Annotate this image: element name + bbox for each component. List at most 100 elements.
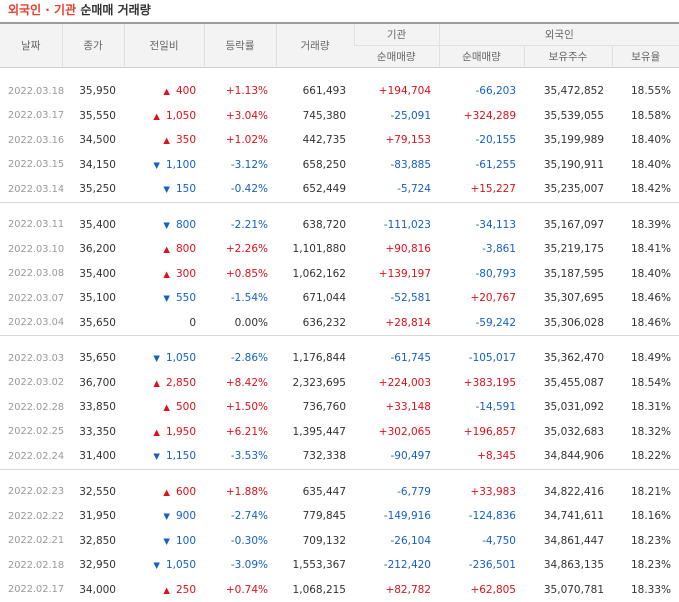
header-change: 전일비 — [124, 23, 204, 68]
cell-foreign-net: -80,793 — [439, 262, 524, 287]
cell-rate: 0.00% — [204, 311, 276, 336]
cell-close: 36,700 — [62, 371, 124, 396]
cell-inst-net: +302,065 — [354, 420, 439, 445]
cell-change: 100 — [124, 529, 204, 554]
cell-inst-net: -52,581 — [354, 286, 439, 311]
cell-foreign-ratio: 18.23% — [612, 529, 679, 554]
cell-volume: 635,447 — [276, 480, 354, 505]
table-row: 2022.03.0735,100550-1.54%671,044-52,581+… — [0, 286, 679, 311]
table-row: 2022.02.1734,000250+0.74%1,068,215+82,78… — [0, 578, 679, 602]
cell-rate: -2.74% — [204, 504, 276, 529]
cell-foreign-ratio: 18.32% — [612, 420, 679, 445]
separator-cell — [0, 469, 679, 480]
cell-foreign-holdings: 35,539,055 — [524, 104, 612, 129]
cell-foreign-ratio: 18.16% — [612, 504, 679, 529]
separator-cell — [0, 202, 679, 213]
cell-date: 2022.03.07 — [0, 286, 62, 311]
cell-change: 250 — [124, 578, 204, 602]
cell-date: 2022.03.14 — [0, 177, 62, 202]
cell-change: 150 — [124, 177, 204, 202]
cell-foreign-holdings: 35,187,595 — [524, 262, 612, 287]
cell-volume: 1,101,880 — [276, 237, 354, 262]
cell-foreign-net: +383,195 — [439, 371, 524, 396]
cell-foreign-holdings: 34,822,416 — [524, 480, 612, 505]
cell-foreign-net: +324,289 — [439, 104, 524, 129]
cell-foreign-net: -61,255 — [439, 153, 524, 178]
cell-change: 800 — [124, 237, 204, 262]
cell-close: 36,200 — [62, 237, 124, 262]
cell-foreign-ratio: 18.54% — [612, 371, 679, 396]
cell-foreign-holdings: 35,455,087 — [524, 371, 612, 396]
cell-inst-net: -212,420 — [354, 553, 439, 578]
cell-foreign-net: -3,861 — [439, 237, 524, 262]
cell-foreign-ratio: 18.40% — [612, 262, 679, 287]
cell-change: 800 — [124, 213, 204, 238]
table-row: 2022.03.1634,500350+1.02%442,735+79,153-… — [0, 128, 679, 153]
cell-inst-net: -25,091 — [354, 104, 439, 129]
cell-volume: 658,250 — [276, 153, 354, 178]
cell-change: 550 — [124, 286, 204, 311]
cell-inst-net: +90,816 — [354, 237, 439, 262]
cell-foreign-holdings: 35,219,175 — [524, 237, 612, 262]
cell-foreign-holdings: 35,199,989 — [524, 128, 612, 153]
cell-close: 31,950 — [62, 504, 124, 529]
cell-inst-net: -26,104 — [354, 529, 439, 554]
cell-foreign-holdings: 35,070,781 — [524, 578, 612, 602]
cell-foreign-net: +62,805 — [439, 578, 524, 602]
table-row: 2022.03.1835,950400+1.13%661,493+194,704… — [0, 79, 679, 104]
table-row: 2022.03.1735,5501,050+3.04%745,380-25,09… — [0, 104, 679, 129]
header-date: 날짜 — [0, 23, 62, 68]
cell-volume: 745,380 — [276, 104, 354, 129]
cell-date: 2022.03.10 — [0, 237, 62, 262]
cell-foreign-net: -4,750 — [439, 529, 524, 554]
cell-close: 35,250 — [62, 177, 124, 202]
table-row: 2022.03.0835,400300+0.85%1,062,162+139,1… — [0, 262, 679, 287]
cell-rate: -1.54% — [204, 286, 276, 311]
cell-inst-net: -83,885 — [354, 153, 439, 178]
header-volume: 거래량 — [276, 23, 354, 68]
cell-volume: 636,232 — [276, 311, 354, 336]
cell-foreign-net: -105,017 — [439, 346, 524, 371]
cell-volume: 2,323,695 — [276, 371, 354, 396]
cell-foreign-holdings: 34,741,611 — [524, 504, 612, 529]
cell-volume: 638,720 — [276, 213, 354, 238]
group-separator — [0, 336, 679, 347]
table-row: 2022.03.1435,250150-0.42%652,449-5,724+1… — [0, 177, 679, 202]
cell-rate: -3.12% — [204, 153, 276, 178]
cell-change: 1,100 — [124, 153, 204, 178]
cell-foreign-net: +196,857 — [439, 420, 524, 445]
cell-volume: 1,395,447 — [276, 420, 354, 445]
cell-foreign-net: +8,345 — [439, 444, 524, 469]
cell-foreign-net: -236,501 — [439, 553, 524, 578]
cell-foreign-ratio: 18.42% — [612, 177, 679, 202]
cell-foreign-holdings: 35,032,683 — [524, 420, 612, 445]
table-title: 외국인 · 기관 순매매 거래량 — [0, 0, 679, 22]
cell-change: 350 — [124, 128, 204, 153]
cell-change: 1,050 — [124, 104, 204, 129]
cell-close: 34,500 — [62, 128, 124, 153]
cell-inst-net: -6,779 — [354, 480, 439, 505]
cell-date: 2022.03.15 — [0, 153, 62, 178]
header-foreign: 외국인 — [439, 23, 679, 46]
cell-foreign-ratio: 18.40% — [612, 153, 679, 178]
cell-inst-net: +82,782 — [354, 578, 439, 602]
cell-volume: 442,735 — [276, 128, 354, 153]
cell-rate: +2.26% — [204, 237, 276, 262]
cell-volume: 1,062,162 — [276, 262, 354, 287]
cell-foreign-ratio: 18.46% — [612, 311, 679, 336]
cell-inst-net: +79,153 — [354, 128, 439, 153]
cell-inst-net: +139,197 — [354, 262, 439, 287]
cell-date: 2022.03.03 — [0, 346, 62, 371]
cell-volume: 732,338 — [276, 444, 354, 469]
table-row: 2022.02.2833,850500+1.50%736,760+33,148-… — [0, 395, 679, 420]
cell-date: 2022.02.24 — [0, 444, 62, 469]
cell-date: 2022.02.17 — [0, 578, 62, 602]
cell-change: 1,050 — [124, 553, 204, 578]
cell-foreign-ratio: 18.40% — [612, 128, 679, 153]
cell-inst-net: +33,148 — [354, 395, 439, 420]
cell-close: 32,550 — [62, 480, 124, 505]
cell-foreign-holdings: 35,472,852 — [524, 79, 612, 104]
header-close: 종가 — [62, 23, 124, 68]
cell-change: 600 — [124, 480, 204, 505]
